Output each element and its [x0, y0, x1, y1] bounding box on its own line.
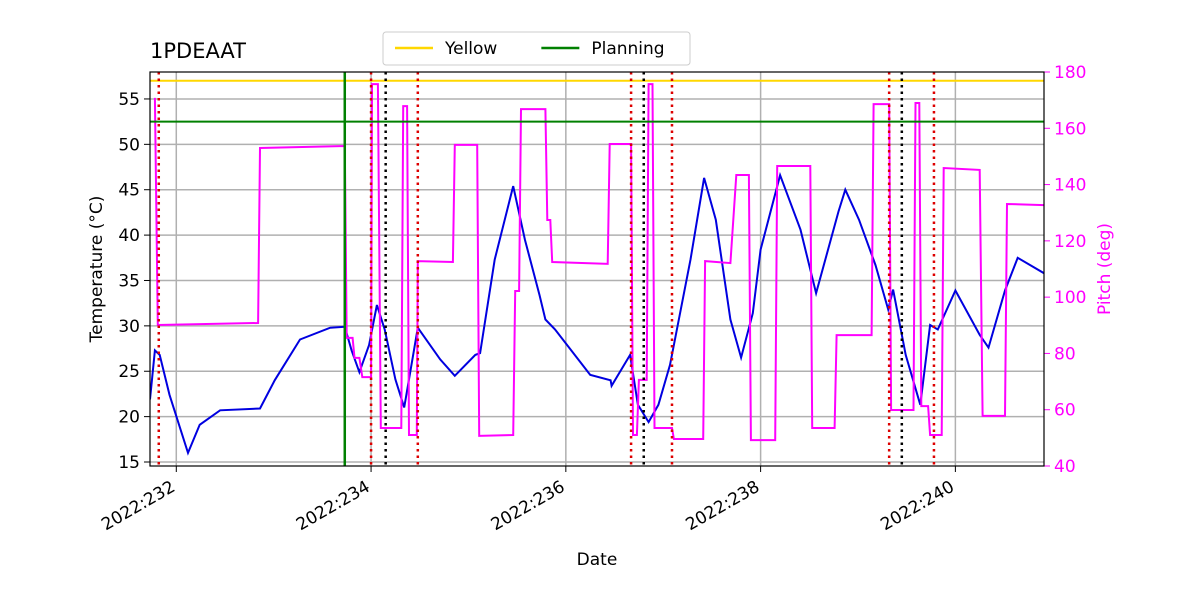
x-tick-label: 2022:238 — [683, 477, 764, 535]
data-line — [150, 171, 1044, 456]
x-tick-label: 2022:236 — [488, 477, 569, 535]
plot-frame — [149, 71, 1045, 467]
x-axis-label: Date — [577, 550, 618, 570]
y-tick-label: 25 — [118, 362, 140, 382]
x-tick-label: 2022:234 — [293, 477, 374, 535]
y-tick-label: 30 — [118, 317, 140, 337]
y2-tick-label: 160 — [1054, 119, 1086, 139]
x-tick-label: 2022:232 — [98, 477, 179, 535]
y-tick-label: 40 — [118, 226, 140, 246]
chart-title: 1PDEAAT — [150, 39, 246, 63]
y-tick-label: 35 — [118, 271, 140, 291]
y2-tick-label: 120 — [1054, 232, 1086, 252]
y-tick-label: 20 — [118, 408, 140, 428]
x-tick-label: 2022:240 — [877, 477, 958, 535]
y-tick-label: 45 — [118, 181, 140, 201]
legend-label: Yellow — [444, 39, 497, 59]
y2-tick-label: 80 — [1054, 344, 1076, 364]
y-axis-label: Temperature (°C) — [87, 196, 107, 344]
y2-tick-label: 180 — [1054, 63, 1086, 83]
y2-tick-label: 40 — [1054, 457, 1076, 477]
y2-tick-label: 140 — [1054, 176, 1086, 196]
data-line — [153, 83, 1044, 442]
legend-label: Planning — [591, 39, 664, 59]
legend-box — [382, 31, 691, 66]
y-tick-label: 50 — [118, 135, 140, 155]
y2-axis-label: Pitch (deg) — [1095, 223, 1115, 315]
y-tick-label: 15 — [118, 453, 140, 473]
y2-tick-label: 100 — [1054, 288, 1086, 308]
y2-tick-label: 60 — [1054, 401, 1076, 421]
y-tick-label: 55 — [118, 90, 140, 110]
